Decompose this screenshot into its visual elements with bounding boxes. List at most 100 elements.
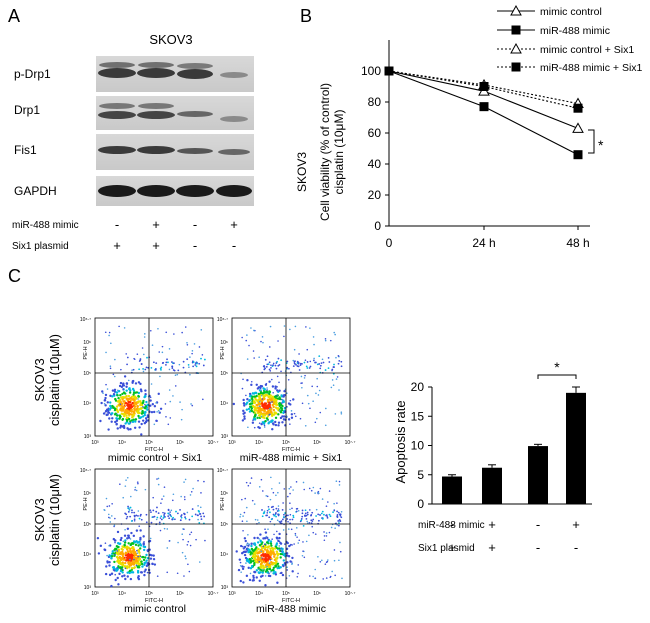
flow-x-tick: 10⁴ <box>255 440 263 446</box>
flow-event <box>125 353 128 355</box>
flow-event <box>105 351 107 354</box>
flow-event <box>113 375 116 378</box>
flow-row-label-top-1: SKOV3 <box>32 358 47 401</box>
flow-event <box>278 401 282 405</box>
flow-event <box>312 575 314 578</box>
flow-event <box>257 557 260 560</box>
flow-event <box>108 573 112 577</box>
flow-event <box>275 494 277 497</box>
flow-event <box>266 398 270 402</box>
flow-event <box>336 514 339 516</box>
flow-event <box>143 563 146 567</box>
flow-event <box>155 362 158 365</box>
flow-event <box>272 413 276 416</box>
flow-y-tick: 10⁵ <box>220 522 228 528</box>
flow-event <box>249 551 252 554</box>
flow-event <box>161 351 164 354</box>
flow-event <box>125 394 128 398</box>
flow-event <box>261 490 264 492</box>
flow-event <box>175 510 177 513</box>
flow-event <box>264 546 267 549</box>
flow-event <box>317 513 320 516</box>
flow-event <box>270 570 272 573</box>
flow-event <box>275 557 278 560</box>
flow-event <box>114 420 117 424</box>
flow-event <box>325 577 328 579</box>
flow-event <box>108 544 110 547</box>
flow-event <box>114 550 116 553</box>
flow-event <box>127 400 130 404</box>
line-chart-legend: mimic control miR-488 mimic mimic control … <box>497 4 643 74</box>
flow-event <box>131 571 135 574</box>
flow-event <box>264 528 266 531</box>
flow-event <box>152 361 155 364</box>
flow-event <box>134 391 137 394</box>
flow-event <box>159 529 162 532</box>
flow-event <box>149 557 153 560</box>
flow-event <box>106 388 109 390</box>
flow-event <box>160 515 163 518</box>
flow-event <box>112 567 116 570</box>
flow-event <box>124 485 127 487</box>
flow-event <box>304 374 306 377</box>
flow-event <box>245 394 247 397</box>
flow-event <box>269 370 272 372</box>
flow-event <box>284 543 286 545</box>
flow-event <box>202 512 205 515</box>
flow-event <box>136 552 139 554</box>
band <box>99 103 135 109</box>
flow-event <box>275 507 278 510</box>
flow-event <box>248 344 250 347</box>
flow-event <box>290 410 293 412</box>
flow-event <box>299 417 302 420</box>
flow-event <box>253 562 256 565</box>
flow-event <box>131 401 134 405</box>
flow-event <box>272 364 274 367</box>
flow-event <box>180 516 183 519</box>
flow-event <box>247 544 250 547</box>
flow-event <box>246 520 248 523</box>
flow-event <box>156 478 158 480</box>
flow-event <box>108 554 111 557</box>
flow-event <box>237 568 241 572</box>
flow-event <box>260 478 263 481</box>
flow-event <box>269 542 273 545</box>
flow-event <box>120 368 122 371</box>
flow-event <box>279 566 282 569</box>
flow-event <box>292 489 294 491</box>
flow-event <box>306 348 309 351</box>
flow-event <box>278 540 281 543</box>
flow-event <box>269 540 273 543</box>
flow-event <box>125 382 129 385</box>
flow-event <box>294 360 296 363</box>
flow-event <box>276 386 278 388</box>
flow-event <box>110 515 113 517</box>
flow-event <box>299 364 302 367</box>
flow-event <box>327 356 330 359</box>
flow-event <box>181 533 184 536</box>
flow-event <box>127 562 130 565</box>
flow-event <box>133 409 136 412</box>
flow-event <box>134 543 138 547</box>
flow-event <box>167 423 170 426</box>
flow-event <box>116 566 119 569</box>
flow-event <box>106 505 109 508</box>
flow-event <box>263 368 266 371</box>
blot-mimic-sign: - <box>115 217 119 232</box>
flow-event <box>121 398 124 401</box>
flow-event <box>123 375 127 378</box>
flow-event <box>261 571 264 574</box>
flow-event <box>97 552 101 555</box>
flow-event <box>143 406 146 409</box>
flow-event <box>110 420 113 423</box>
flow-event <box>156 516 159 519</box>
flow-event <box>317 394 320 396</box>
flow-event <box>170 509 173 512</box>
bar <box>528 446 548 504</box>
flow-event <box>104 393 108 397</box>
flow-event <box>108 408 112 411</box>
flow-event <box>256 541 260 544</box>
band <box>220 72 248 78</box>
flow-event <box>244 550 248 554</box>
